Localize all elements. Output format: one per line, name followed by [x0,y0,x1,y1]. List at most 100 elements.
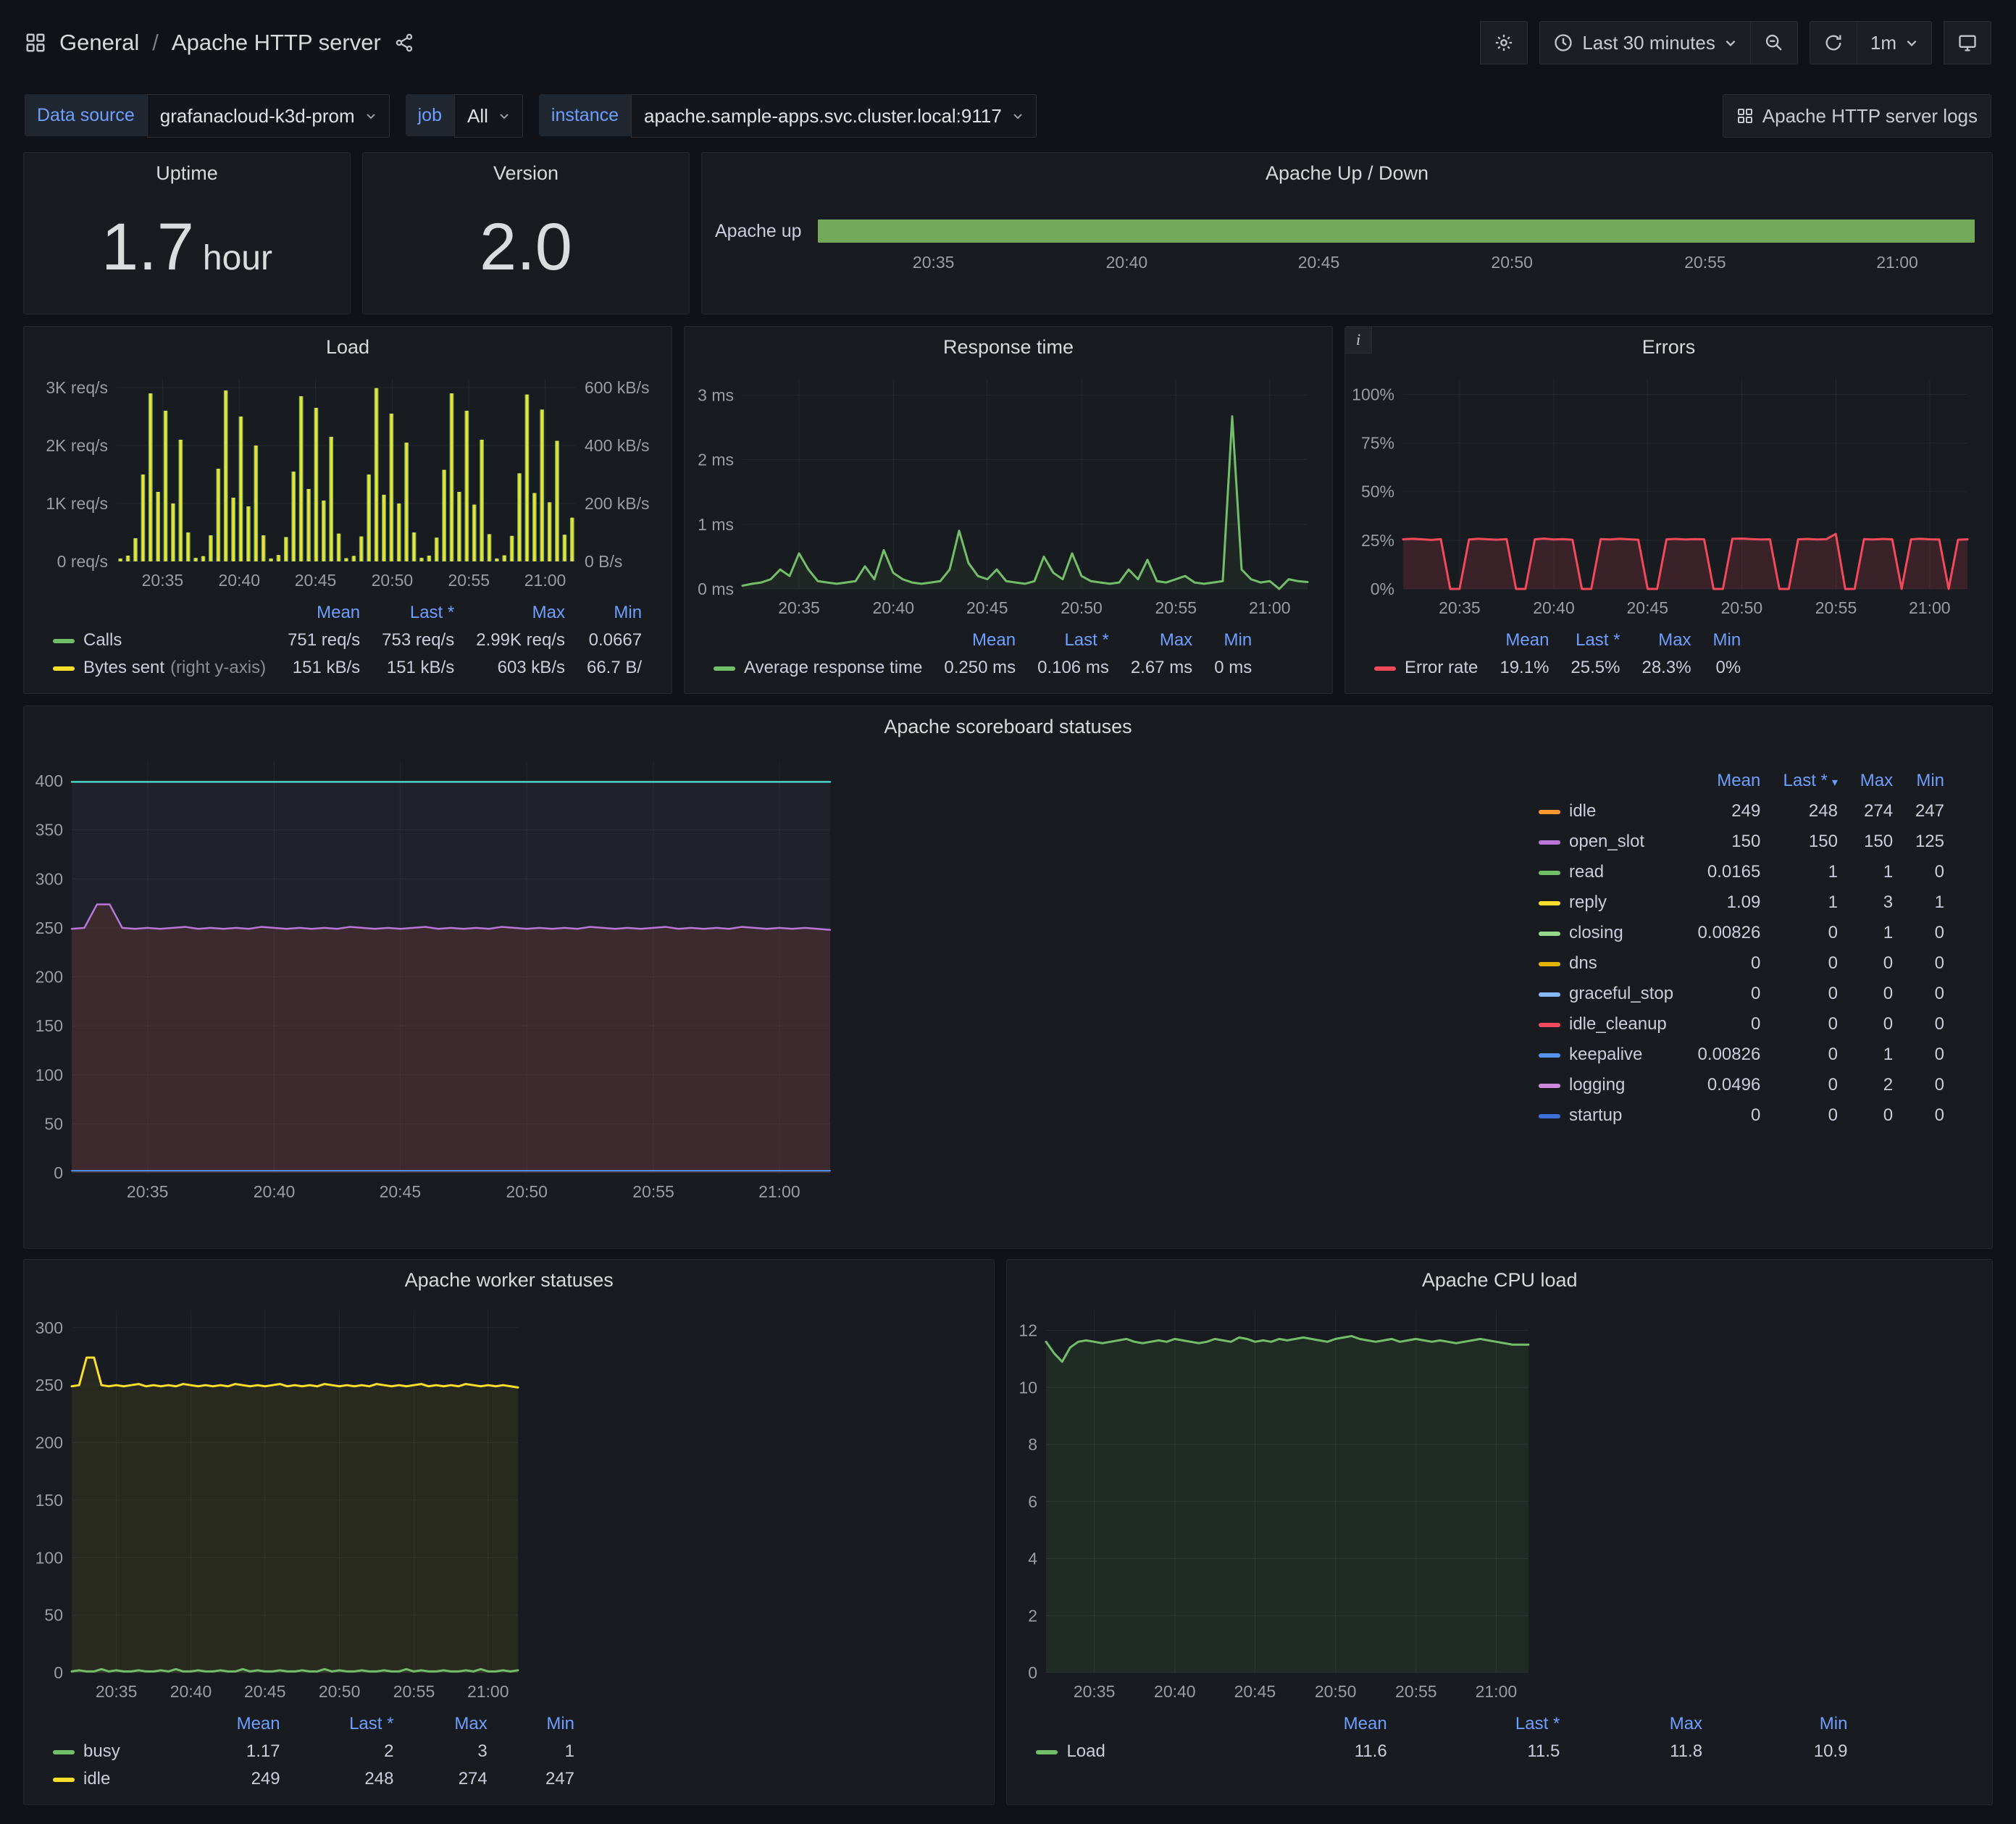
worker-statuses-chart[interactable]: 20:35 20:40 20:45 20:50 20:55 21:00 0 50 100 150 2… [24,1300,538,1706]
legend-header[interactable]: Last * [1515,1714,1560,1733]
series-color-swatch [1539,1113,1560,1118]
svg-text:20:40: 20:40 [254,1182,296,1201]
panel-title[interactable]: Apache scoreboard statuses [884,715,1132,737]
svg-text:8: 8 [1029,1435,1038,1454]
zoom-out-time-button[interactable] [1749,21,1798,64]
refresh-button[interactable] [1809,21,1857,64]
legend-series-name[interactable]: idle [1569,801,1597,821]
refresh-interval-dropdown[interactable]: 1m [1856,21,1932,64]
panel-version: Version 2.0 [362,152,690,314]
legend-header[interactable]: Max [1159,630,1193,650]
breadcrumb-section[interactable]: General [59,30,140,55]
job-select[interactable]: All [453,94,523,138]
datasource-select[interactable]: grafanacloud-k3d-prom [146,94,390,138]
updown-state-bar[interactable] [818,219,1975,243]
updown-series-label: Apache up [715,220,802,241]
legend-series-name[interactable]: graceful_stop [1569,984,1674,1003]
legend-header[interactable]: Mean [972,630,1016,650]
dashboard-settings-button[interactable] [1480,21,1528,64]
legend-value: 3 [477,1741,488,1761]
tv-mode-button[interactable] [1944,21,1991,64]
legend-series-name[interactable]: Bytes sent [83,658,165,677]
legend-header[interactable]: Last * [349,1714,394,1733]
panel-title[interactable]: Load [325,335,370,358]
apache-logs-link-button[interactable]: Apache HTTP server logs [1722,94,1991,138]
legend-header[interactable]: Mean [1717,771,1761,790]
panel-title[interactable]: Errors [1641,335,1696,358]
share-icon[interactable] [394,33,414,53]
clock-icon [1553,33,1573,53]
legend-series-name[interactable]: reply [1569,892,1607,912]
legend-table: Mean Last * Max Min Calls 751 req/s 753 req/s 2… [53,599,642,682]
legend-header[interactable]: Min [1819,1714,1848,1733]
top-nav-bar: General / Apache HTTP server Last 30 min… [0,0,2016,85]
legend-series-name[interactable]: Calls [83,630,122,650]
legend-value: 2.67 ms [1130,658,1193,677]
legend-series-name[interactable]: dns [1569,953,1597,973]
legend-header[interactable]: Min [1224,630,1252,650]
legend-series-name[interactable]: open_slot [1569,832,1645,851]
svg-text:250: 250 [35,1376,63,1394]
errors-chart[interactable]: 20:35 20:40 20:45 20:50 20:55 21:00 0% 25% 50% 75… [1347,369,1988,622]
legend-value: 0 [1934,923,1944,942]
updown-up-segment [818,219,1975,243]
legend-header[interactable]: Mean [317,603,361,622]
panel-title[interactable]: Apache CPU load [1421,1268,1578,1291]
time-range-label: Last 30 minutes [1582,31,1715,54]
uptime-unit: hour [202,239,272,277]
legend-row: read 0.0165 1 1 0 [1539,857,1944,887]
legend-header[interactable]: Max [454,1714,488,1733]
response-time-legend: Mean Last * Max Min Average response time 0.2… [685,622,1332,693]
legend-series-name[interactable]: startup [1569,1105,1623,1125]
instance-select[interactable]: apache.sample-apps.svc.cluster.local:911… [631,94,1037,138]
legend-row: logging 0.0496 0 2 0 [1539,1070,1944,1100]
legend-series-name[interactable]: read [1569,862,1605,882]
legend-header[interactable]: Min [614,603,643,622]
panel-title[interactable]: Apache worker statuses [404,1268,614,1291]
legend-series-name[interactable]: logging [1569,1075,1626,1095]
legend-series-name[interactable]: Error rate [1405,658,1478,677]
legend-value: 0 [1934,953,1944,973]
legend-series-name[interactable]: keepalive [1569,1045,1643,1064]
svg-text:12: 12 [1019,1321,1038,1340]
legend-header[interactable]: Last * [1064,630,1109,650]
legend-header[interactable]: Mean [1343,1714,1387,1733]
legend-series-name[interactable]: idle [83,1769,111,1789]
legend-header[interactable]: Mean [1505,630,1549,650]
legend-header[interactable]: Max [1860,771,1894,790]
svg-text:20:45: 20:45 [295,571,337,590]
legend-series-name[interactable]: Load [1066,1741,1105,1761]
scoreboard-chart[interactable]: 20:35 20:40 20:45 20:50 20:55 21:00 0 50 100 150 2… [24,751,850,1206]
svg-text:20:50: 20:50 [372,571,414,590]
panel-title[interactable]: Uptime [156,162,218,184]
legend-header[interactable]: Mean [236,1714,280,1733]
legend-header[interactable]: Max [1669,1714,1703,1733]
time-axis-label: 20:45 [1297,253,1340,272]
response-time-chart[interactable]: 20:35 20:40 20:45 20:50 20:55 21:00 0 ms 1 ms 2 … [686,369,1328,622]
datasource-value: grafanacloud-k3d-prom [159,104,355,127]
svg-text:20:55: 20:55 [1395,1682,1437,1701]
legend-header[interactable]: Min [1712,630,1741,650]
legend-series-name[interactable]: closing [1569,923,1623,942]
dashboards-grid-icon[interactable] [25,32,46,54]
panel-title[interactable]: Apache Up / Down [1265,162,1429,184]
time-range-picker[interactable]: Last 30 minutes [1539,21,1751,64]
legend-value: 66.7 B/ [586,658,643,677]
legend-header[interactable]: Max [532,603,565,622]
cpu-load-chart[interactable]: 20:35 20:40 20:45 20:50 20:55 21:00 0 2 4 6 8 10 12 [1007,1300,1549,1706]
legend-header[interactable]: Min [1916,771,1944,790]
legend-header[interactable]: Last * [1576,630,1620,650]
panel-title[interactable]: Version [493,162,559,184]
job-label-chip: job [405,94,454,136]
panel-info-corner-icon[interactable]: i [1345,327,1372,353]
legend-header[interactable]: Last * [409,603,455,622]
legend-series-name[interactable]: idle_cleanup [1569,1014,1667,1034]
legend-header[interactable]: Last * ▾ [1783,771,1838,790]
load-chart[interactable]: 20:35 20:40 20:45 20:50 20:55 21:00 0 req/s 1K … [25,369,667,595]
legend-series-name[interactable]: Average response time [744,658,923,677]
legend-value: 0 ms [1214,658,1252,677]
legend-header[interactable]: Min [546,1714,574,1733]
panel-title[interactable]: Response time [942,335,1074,358]
legend-header[interactable]: Max [1658,630,1691,650]
legend-series-name[interactable]: busy [83,1741,120,1761]
